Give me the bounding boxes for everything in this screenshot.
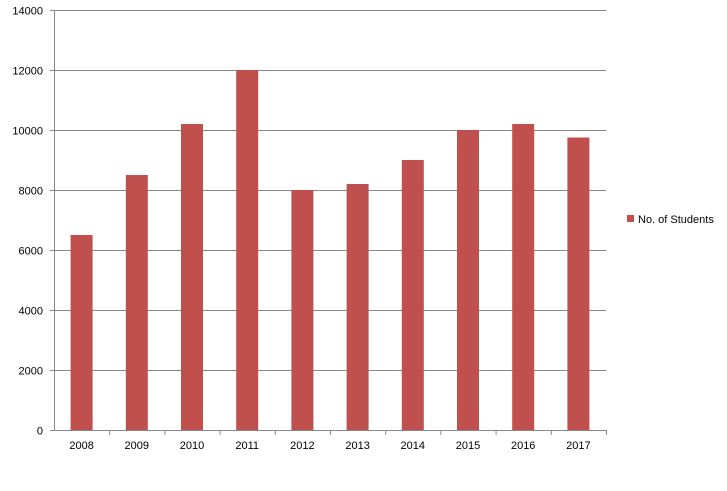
legend-label: No. of Students xyxy=(638,214,714,226)
x-tick-label: 2015 xyxy=(456,440,480,452)
y-tick-label: 4000 xyxy=(19,306,43,318)
y-tick-label: 10000 xyxy=(12,126,43,138)
bar-2012 xyxy=(291,190,314,430)
x-tick-label: 2012 xyxy=(290,440,314,452)
bar-2015 xyxy=(457,130,479,430)
bar-2017 xyxy=(567,137,590,430)
axes xyxy=(50,10,607,435)
x-tick-label: 2016 xyxy=(511,440,535,452)
x-tick-label: 2013 xyxy=(345,440,369,452)
x-tick-label: 2011 xyxy=(235,440,259,452)
x-tick-label: 2017 xyxy=(566,440,590,452)
bar-2008 xyxy=(70,235,93,430)
bar-2009 xyxy=(125,175,148,430)
bar-2011 xyxy=(236,70,259,430)
y-tick-label: 6000 xyxy=(19,246,43,258)
x-tick-labels: 2008 2009 2010 2011 2012 2013 2014 2015 2016 2017 xyxy=(69,440,590,452)
y-tick-labels: 0 2000 4000 6000 8000 10000 12000 14000 xyxy=(12,6,43,438)
x-tick-label: 2009 xyxy=(125,440,149,452)
x-tick-label: 2010 xyxy=(180,440,204,452)
legend: No. of Students xyxy=(627,214,714,226)
y-tick-label: 8000 xyxy=(19,186,43,198)
bar-2016 xyxy=(512,124,535,430)
bars xyxy=(70,70,590,430)
x-tick-label: 2008 xyxy=(69,440,93,452)
y-tick-label: 14000 xyxy=(12,6,43,18)
y-tick-label: 2000 xyxy=(19,366,43,378)
bar-2010 xyxy=(181,124,203,430)
bar-2013 xyxy=(346,184,369,430)
y-tick-label: 12000 xyxy=(12,66,43,78)
x-tick-label: 2014 xyxy=(401,440,425,452)
bar-2014 xyxy=(401,160,424,430)
legend-swatch xyxy=(627,215,634,222)
y-tick-label: 0 xyxy=(37,426,43,438)
